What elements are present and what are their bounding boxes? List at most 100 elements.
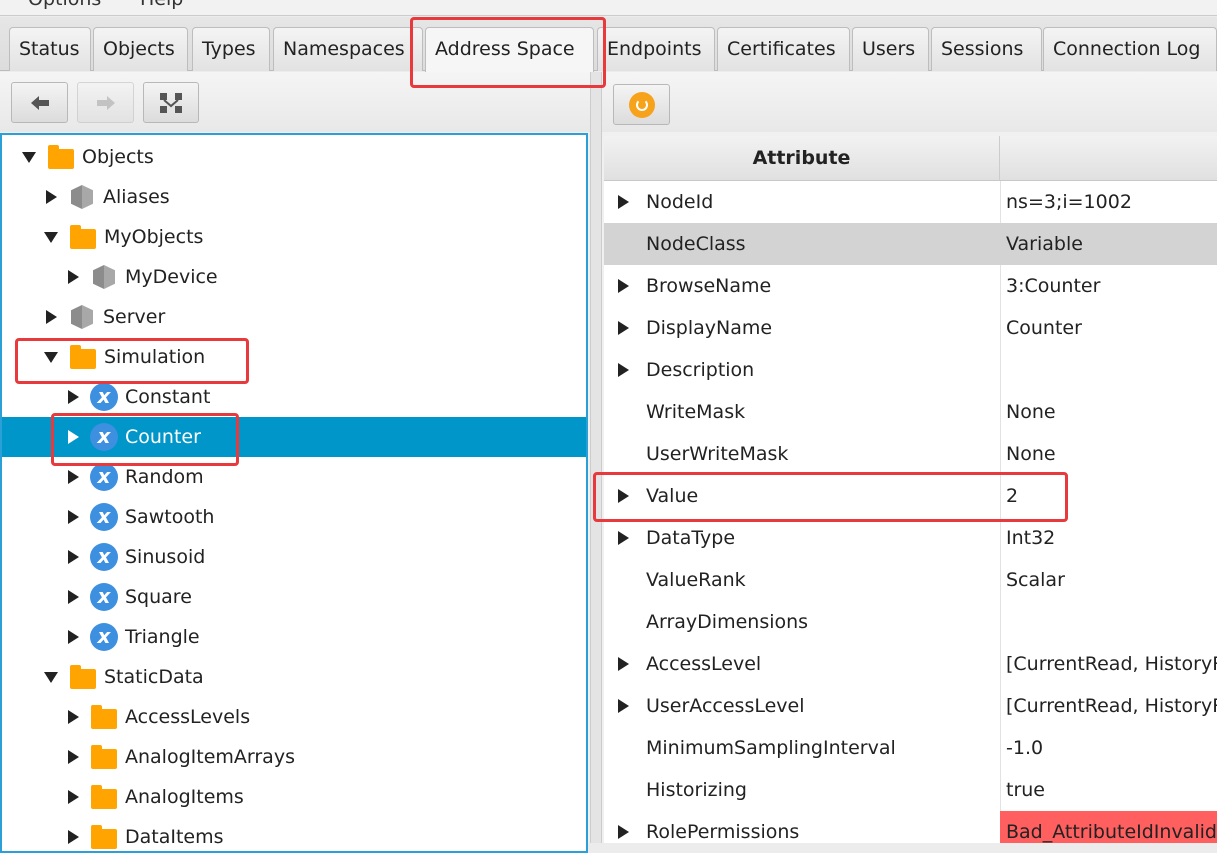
attribute-row-historizing[interactable]: Historizing true: [604, 769, 1217, 811]
collapse-arrow-icon[interactable]: [44, 351, 58, 363]
variable-icon: x: [90, 583, 118, 611]
tree-item-aliases[interactable]: Aliases: [2, 177, 586, 217]
expand-arrow-icon[interactable]: [618, 363, 629, 377]
pane-splitter[interactable]: [590, 72, 602, 843]
menu-options[interactable]: Options: [28, 0, 101, 10]
tree-item-server[interactable]: Server: [2, 297, 586, 337]
expand-arrow-icon[interactable]: [68, 550, 79, 564]
browse-hierarchy-button[interactable]: [143, 82, 199, 123]
attribute-row-datatype[interactable]: DataType Int32: [604, 517, 1217, 559]
column-header-attribute[interactable]: Attribute: [604, 136, 1000, 181]
attribute-value: [CurrentRead, HistoryRead]: [1006, 653, 1217, 675]
attribute-value: 3:Counter: [1006, 275, 1101, 297]
expand-arrow-icon[interactable]: [68, 270, 79, 284]
expand-arrow-icon[interactable]: [68, 390, 79, 404]
attribute-row-displayname[interactable]: DisplayName Counter: [604, 307, 1217, 349]
attributes-table: Attribute NodeId ns=3;i=1002 NodeClass Vari…: [604, 136, 1217, 843]
tree-item-dataitems[interactable]: DataItems: [2, 817, 586, 851]
tab-users[interactable]: Users: [852, 27, 929, 71]
attribute-row-userwritemask[interactable]: UserWriteMask None: [604, 433, 1217, 475]
expand-arrow-icon[interactable]: [68, 830, 79, 844]
expand-arrow-icon[interactable]: [68, 590, 79, 604]
collapse-arrow-icon[interactable]: [44, 671, 58, 683]
tab-sessions[interactable]: Sessions: [931, 27, 1042, 71]
tree-item-constant[interactable]: x Constant: [2, 377, 586, 417]
tab-status[interactable]: Status: [9, 27, 91, 71]
expand-arrow-icon[interactable]: [46, 190, 57, 204]
tab-certificates[interactable]: Certificates: [717, 27, 850, 71]
collapse-arrow-icon[interactable]: [44, 231, 58, 243]
expand-arrow-icon[interactable]: [618, 825, 629, 839]
tab-address-space[interactable]: Address Space: [425, 27, 594, 72]
attribute-row-nodeclass[interactable]: NodeClass Variable: [604, 223, 1217, 265]
tree-item-triangle[interactable]: x Triangle: [2, 617, 586, 657]
attribute-row-useraccesslevel[interactable]: UserAccessLevel [CurrentRead, HistoryRead…: [604, 685, 1217, 727]
attribute-row-browsename[interactable]: BrowseName 3:Counter: [604, 265, 1217, 307]
tab-objects[interactable]: Objects: [93, 27, 188, 71]
tree-item-counter[interactable]: x Counter: [2, 417, 586, 457]
tree-item-accesslevels[interactable]: AccessLevels: [2, 697, 586, 737]
folder-icon: [91, 825, 117, 849]
expand-arrow-icon[interactable]: [68, 430, 79, 444]
tree-item-random[interactable]: x Random: [2, 457, 586, 497]
tree-item-sawtooth[interactable]: x Sawtooth: [2, 497, 586, 537]
expand-arrow-icon[interactable]: [68, 510, 79, 524]
tree-item-analogitemarrays[interactable]: AnalogItemArrays: [2, 737, 586, 777]
expand-arrow-icon[interactable]: [618, 699, 629, 713]
folder-icon: [48, 145, 74, 169]
tree-item-myobjects[interactable]: MyObjects: [2, 217, 586, 257]
folder-icon: [70, 345, 96, 369]
variable-icon: x: [90, 543, 118, 571]
tree-item-staticdata[interactable]: StaticData: [2, 657, 586, 697]
forward-button[interactable]: [77, 82, 134, 123]
address-space-tree[interactable]: Objects Aliases MyObjects MyDevice Server Sim…: [0, 133, 588, 853]
variable-icon: x: [90, 463, 118, 491]
expand-arrow-icon[interactable]: [68, 470, 79, 484]
expand-arrow-icon[interactable]: [618, 657, 629, 671]
folder-icon: [70, 225, 96, 249]
tree-item-sinusoid[interactable]: x Sinusoid: [2, 537, 586, 577]
expand-arrow-icon[interactable]: [618, 279, 629, 293]
expand-arrow-icon[interactable]: [618, 489, 629, 503]
folder-icon: [70, 665, 96, 689]
tab-namespaces[interactable]: Namespaces: [273, 27, 423, 71]
tab-types[interactable]: Types: [192, 27, 270, 71]
back-button[interactable]: [11, 82, 68, 123]
tree-item-simulation[interactable]: Simulation: [2, 337, 586, 377]
expand-arrow-icon[interactable]: [46, 310, 57, 324]
attribute-row-description[interactable]: Description: [604, 349, 1217, 391]
attribute-row-rolepermissions[interactable]: RolePermissions Bad_AttributeIdInvalid: [604, 811, 1217, 843]
attribute-row-value[interactable]: Value 2: [604, 475, 1217, 517]
attribute-row-minimumsamplinginterval[interactable]: MinimumSamplingInterval -1.0: [604, 727, 1217, 769]
tab-endpoints[interactable]: Endpoints: [597, 27, 715, 71]
attribute-row-writemask[interactable]: WriteMask None: [604, 391, 1217, 433]
tab-connection-log[interactable]: Connection Log: [1043, 27, 1217, 71]
expand-arrow-icon[interactable]: [68, 750, 79, 764]
tree-item-mydevice[interactable]: MyDevice: [2, 257, 586, 297]
tree-item-label: StaticData: [104, 666, 204, 688]
attribute-value: ns=3;i=1002: [1006, 191, 1132, 213]
table-header: Attribute: [604, 136, 1217, 181]
column-header-value[interactable]: [1001, 136, 1217, 181]
collapse-arrow-icon[interactable]: [22, 151, 36, 163]
attribute-row-valuerank[interactable]: ValueRank Scalar: [604, 559, 1217, 601]
attribute-row-nodeid[interactable]: NodeId ns=3;i=1002: [604, 181, 1217, 223]
expand-arrow-icon[interactable]: [68, 710, 79, 724]
attribute-name: RolePermissions: [646, 821, 800, 843]
attribute-row-accesslevel[interactable]: AccessLevel [CurrentRead, HistoryRead]: [604, 643, 1217, 685]
tree-item-objects[interactable]: Objects: [2, 137, 586, 177]
tree-item-label: Sawtooth: [125, 506, 215, 528]
menu-help[interactable]: Help: [140, 0, 183, 10]
refresh-button[interactable]: [613, 84, 670, 125]
expand-arrow-icon[interactable]: [68, 630, 79, 644]
expand-arrow-icon[interactable]: [618, 531, 629, 545]
expand-arrow-icon[interactable]: [68, 790, 79, 804]
attribute-row-arraydimensions[interactable]: ArrayDimensions: [604, 601, 1217, 643]
tree-item-label: Aliases: [103, 186, 170, 208]
expand-arrow-icon[interactable]: [618, 321, 629, 335]
attribute-value: true: [1006, 779, 1045, 801]
tree-item-label: AnalogItemArrays: [125, 746, 295, 768]
expand-arrow-icon[interactable]: [618, 195, 629, 209]
tree-item-analogitems[interactable]: AnalogItems: [2, 777, 586, 817]
tree-item-square[interactable]: x Square: [2, 577, 586, 617]
